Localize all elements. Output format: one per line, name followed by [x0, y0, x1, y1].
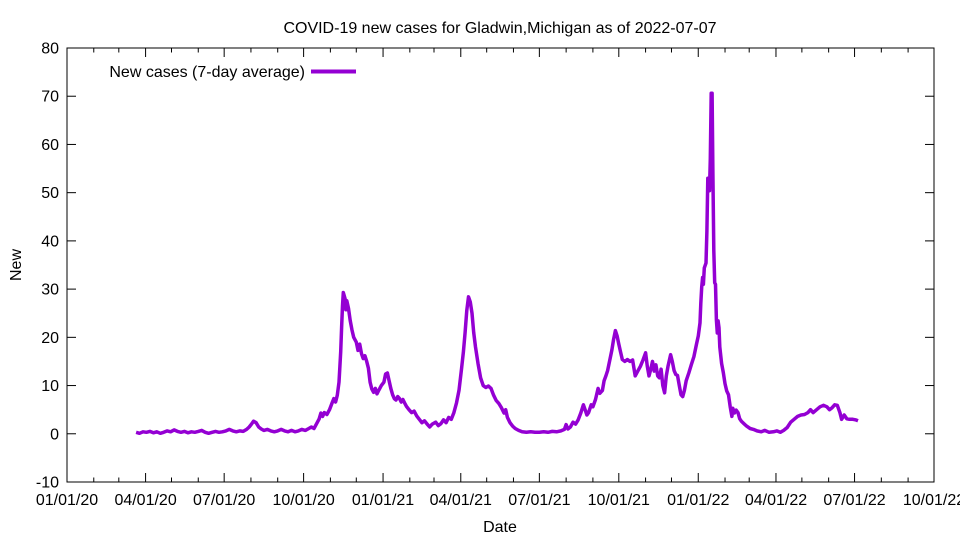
legend: New cases (7-day average) [109, 64, 356, 81]
chart-title: COVID-19 new cases for Gladwin,Michigan … [283, 20, 716, 37]
series-line [135, 91, 859, 436]
x-tick-label: 01/01/22 [667, 492, 729, 509]
y-tick-label: 70 [41, 89, 59, 106]
y-tick-label: 10 [41, 378, 59, 395]
x-tick-label: 07/01/20 [193, 492, 255, 509]
x-tick-label: 04/01/20 [114, 492, 176, 509]
x-tick-label: 10/01/22 [903, 492, 960, 509]
y-tick-label: 30 [41, 282, 59, 299]
y-tick-label: 50 [41, 185, 59, 202]
y-tick-label: 0 [50, 426, 59, 443]
y-tick-label: -10 [36, 475, 59, 492]
x-axis-label: Date [483, 519, 517, 536]
y-tick-label: 60 [41, 137, 59, 154]
x-tick-label: 04/01/22 [745, 492, 807, 509]
x-tick-label: 01/01/21 [352, 492, 414, 509]
x-tick-label: 07/01/21 [508, 492, 570, 509]
y-axis-label: New [8, 249, 25, 281]
legend-label: New cases (7-day average) [109, 64, 305, 81]
x-tick-label: 04/01/21 [430, 492, 492, 509]
y-tick-label: 20 [41, 330, 59, 347]
x-tick-label: 07/01/22 [823, 492, 885, 509]
x-tick-label: 10/01/21 [588, 492, 650, 509]
y-tick-label: 40 [41, 233, 59, 250]
x-tick-label: 01/01/20 [36, 492, 98, 509]
x-tick-label: 10/01/20 [272, 492, 334, 509]
plot-border [66, 47, 935, 483]
y-tick-label: 80 [41, 41, 59, 58]
